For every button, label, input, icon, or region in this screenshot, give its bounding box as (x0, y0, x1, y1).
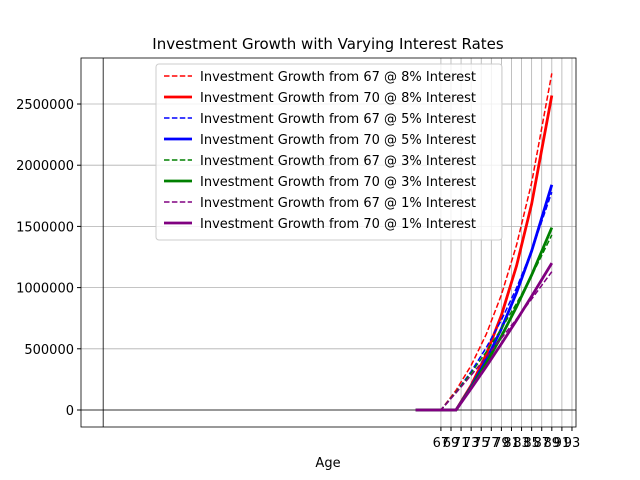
x-tick-label: 73 (463, 436, 480, 451)
x-tick-label: 67 (433, 436, 450, 451)
x-tick-label: 79 (493, 436, 510, 451)
y-tick-label: 2500000 (16, 98, 74, 113)
x-tick-label: 93 (564, 436, 581, 451)
y-tick-label: 0 (66, 404, 74, 419)
chart-title: Investment Growth with Varying Interest … (152, 35, 504, 53)
y-tick-label: 1000000 (16, 282, 74, 297)
y-tick-label: 1500000 (16, 220, 74, 235)
legend-label: Investment Growth from 70 @ 3% Interest (200, 175, 476, 190)
x-tick-label: 69 (443, 436, 460, 451)
x-axis-label: Age (315, 456, 340, 471)
x-tick-label: 81 (503, 436, 520, 451)
legend-label: Investment Growth from 67 @ 8% Interest (200, 70, 476, 85)
series-line (415, 262, 554, 412)
x-tick-label: 87 (533, 436, 550, 451)
x-tick-label: 83 (513, 436, 530, 451)
x-tick-label: 85 (523, 436, 540, 451)
x-tick-label: 91 (554, 436, 571, 451)
x-tick-label: 77 (483, 436, 500, 451)
legend-label: Investment Growth from 67 @ 1% Interest (200, 196, 476, 211)
plot-frame (80, 57, 577, 428)
legend: Investment Growth from 67 @ 8% Interest I… (155, 63, 503, 241)
legend-box (155, 63, 503, 241)
legend-label: Investment Growth from 67 @ 5% Interest (200, 112, 476, 127)
y-tick-label: 500000 (24, 343, 74, 358)
x-tick-label: 75 (473, 436, 490, 451)
legend-label: Investment Growth from 70 @ 1% Interest (200, 217, 476, 232)
legend-label: Investment Growth from 70 @ 8% Interest (200, 91, 476, 106)
x-tick-label: 71 (453, 436, 470, 451)
legend-label: Investment Growth from 70 @ 5% Interest (200, 133, 476, 148)
x-tick-label: 89 (544, 436, 561, 451)
y-tick-label: 2000000 (16, 159, 74, 174)
legend-label: Investment Growth from 67 @ 3% Interest (200, 154, 476, 169)
